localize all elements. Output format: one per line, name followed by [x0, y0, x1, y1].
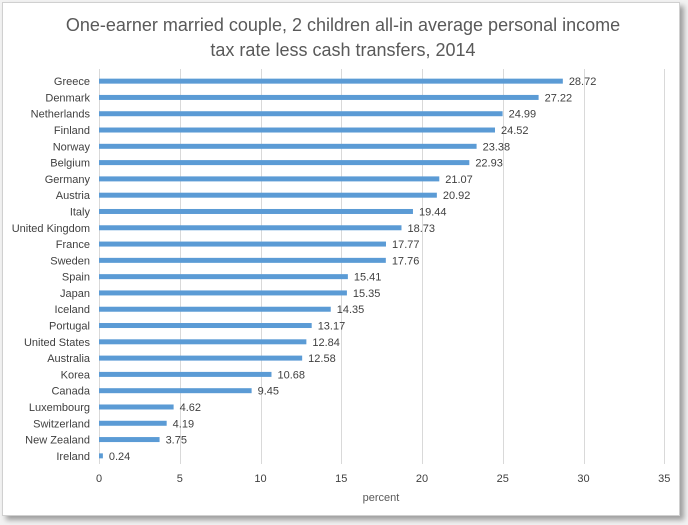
bar: [99, 323, 312, 329]
x-tick-label: 5: [177, 473, 183, 485]
category-label: Portugal: [49, 321, 90, 333]
data-label: 24.52: [501, 125, 529, 137]
bar: [99, 127, 495, 133]
bar: [99, 306, 331, 312]
data-label: 15.35: [353, 288, 381, 300]
x-tick-label: 20: [416, 473, 428, 485]
bar: [99, 371, 272, 377]
category-label: Ireland: [56, 451, 90, 463]
bar: [99, 208, 413, 214]
bar: [99, 111, 503, 117]
bar: [99, 143, 477, 149]
category-label: United States: [24, 337, 91, 349]
bar: [99, 257, 386, 263]
bar: [99, 453, 103, 459]
data-label: 9.45: [258, 386, 279, 398]
data-label: 12.58: [308, 353, 336, 365]
category-label: France: [56, 239, 90, 251]
data-label: 20.92: [443, 190, 471, 202]
category-label: Japan: [60, 288, 90, 300]
category-label: Greece: [54, 76, 90, 88]
category-label: Netherlands: [31, 109, 91, 121]
category-labels: Greece Denmark Netherlands Finland Norway Bel…: [12, 76, 91, 463]
bar: [99, 339, 307, 345]
data-label: 18.73: [407, 223, 435, 235]
x-tick-label: 10: [254, 473, 266, 485]
bar: [99, 388, 252, 394]
bars: [99, 78, 563, 459]
category-label: Austria: [56, 190, 91, 202]
category-label: Australia: [47, 353, 91, 365]
bar: [99, 274, 348, 280]
data-label: 22.93: [475, 158, 503, 170]
category-label: Spain: [62, 272, 90, 284]
bar: [99, 241, 386, 247]
data-label: 4.19: [173, 418, 194, 430]
category-label: Sweden: [50, 255, 90, 267]
bar-chart: One-earner married couple, 2 children al…: [12, 15, 671, 504]
category-label: Iceland: [55, 304, 90, 316]
bar: [99, 94, 539, 100]
chart-title-line-1: One-earner married couple, 2 children al…: [66, 15, 620, 35]
data-label: 23.38: [483, 141, 511, 153]
bar: [99, 355, 303, 361]
bar: [99, 176, 440, 182]
category-label: New Zealand: [25, 435, 90, 447]
bar: [99, 290, 347, 296]
data-label: 21.07: [445, 174, 473, 186]
bar: [99, 225, 402, 231]
category-label: Finland: [54, 125, 90, 137]
x-tick-label: 15: [335, 473, 347, 485]
chart-title-line-2: tax rate less cash transfers, 2014: [210, 40, 475, 60]
x-tick-label: 25: [497, 473, 509, 485]
data-label: 28.72: [569, 76, 597, 88]
category-label: United Kingdom: [12, 223, 90, 235]
bar: [99, 437, 160, 443]
category-label: Switzerland: [33, 418, 90, 430]
x-axis-ticks: 0 5 10 15 20 25 30 35: [96, 473, 670, 485]
category-label: Belgium: [50, 158, 90, 170]
data-label: 4.62: [180, 402, 201, 414]
category-label: Norway: [53, 141, 91, 153]
data-label: 13.17: [318, 321, 346, 333]
category-label: Luxembourg: [29, 402, 90, 414]
bar: [99, 404, 174, 410]
category-label: Canada: [51, 386, 90, 398]
data-label: 17.77: [392, 239, 420, 251]
x-tick-label: 0: [96, 473, 102, 485]
chart-frame: One-earner married couple, 2 children al…: [2, 2, 680, 516]
data-label: 3.75: [166, 435, 187, 447]
bar: [99, 192, 437, 198]
data-label: 10.68: [277, 369, 305, 381]
category-label: Denmark: [45, 92, 90, 104]
x-tick-label: 35: [658, 473, 670, 485]
bar: [99, 420, 167, 426]
data-label: 17.76: [392, 255, 420, 267]
data-label: 27.22: [545, 92, 573, 104]
category-label: Korea: [61, 369, 91, 381]
data-label: 14.35: [337, 304, 365, 316]
gridlines: [99, 69, 665, 464]
bar: [99, 160, 470, 166]
category-label: Germany: [45, 174, 91, 186]
data-label: 24.99: [509, 109, 537, 121]
category-label: Italy: [70, 206, 91, 218]
data-label: 12.84: [312, 337, 340, 349]
data-label: 15.41: [354, 272, 382, 284]
data-label: 19.44: [419, 206, 447, 218]
x-tick-label: 30: [577, 473, 589, 485]
bar: [99, 78, 563, 84]
data-label: 0.24: [109, 451, 130, 463]
x-axis-label: percent: [363, 492, 400, 504]
